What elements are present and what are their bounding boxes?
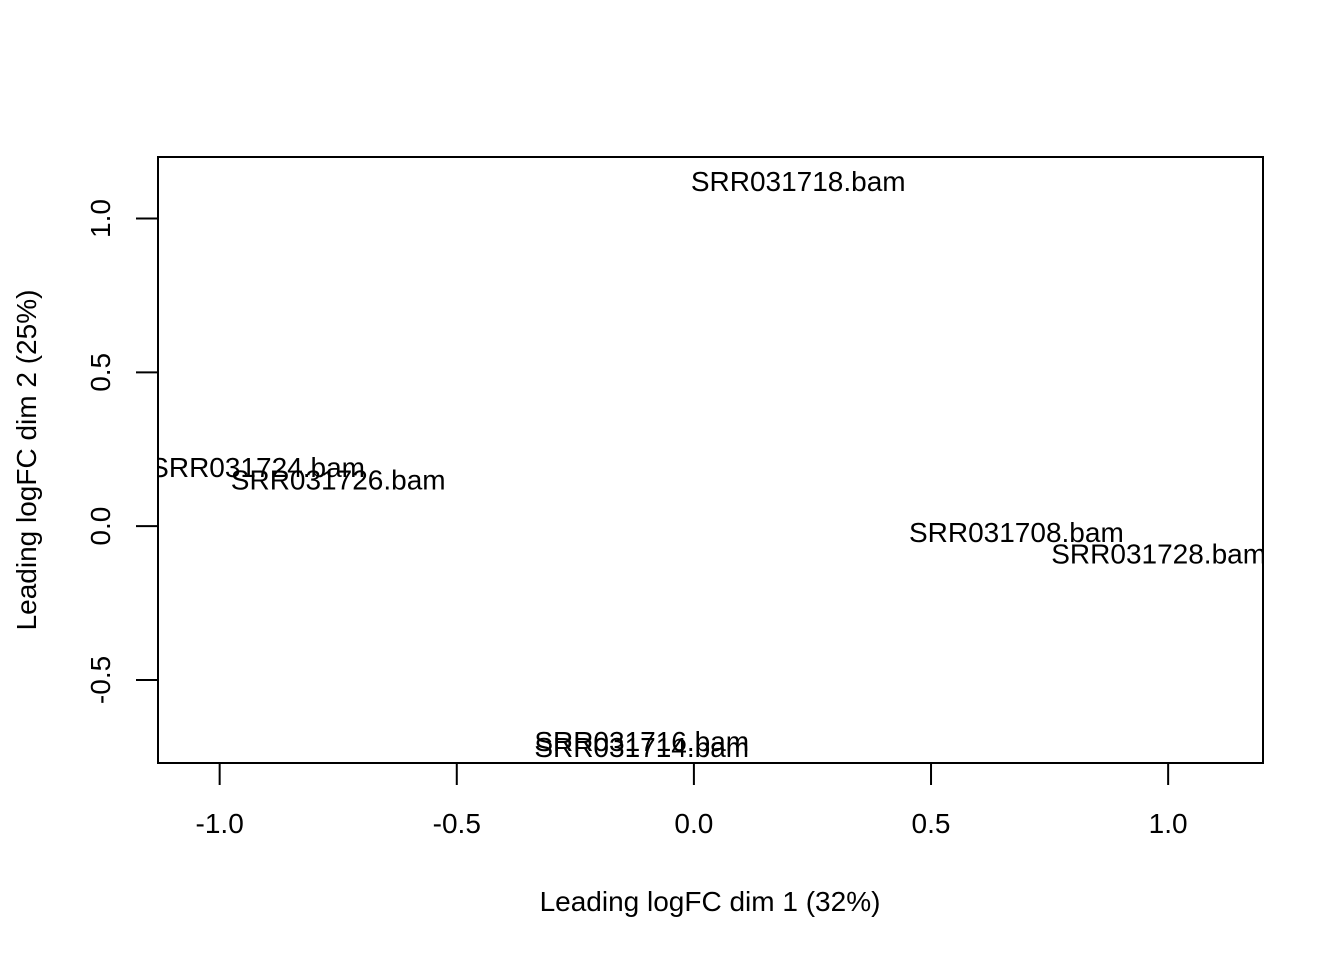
point-label: SRR031714.bam [534, 732, 749, 763]
x-tick-label: 1.0 [1149, 808, 1188, 839]
point-label: SRR031716.bam [534, 726, 749, 757]
x-tick-label: -1.0 [196, 808, 244, 839]
point-label: SRR031718.bam [691, 166, 906, 197]
x-tick-label: 0.5 [912, 808, 951, 839]
point-label: SRR031728.bam [1051, 538, 1266, 569]
y-tick-label: 0.5 [85, 353, 116, 392]
point-label: SRR031726.bam [231, 464, 446, 495]
y-axis: -0.5 0.0 0.5 1.0 [85, 199, 159, 704]
y-tick-label: 1.0 [85, 199, 116, 238]
x-axis: -1.0 -0.5 0.0 0.5 1.0 [196, 762, 1188, 839]
x-tick-label: 0.0 [674, 808, 713, 839]
y-axis-title: Leading logFC dim 2 (25%) [11, 290, 42, 631]
x-axis-title: Leading logFC dim 1 (32%) [540, 886, 881, 917]
y-tick-label: -0.5 [85, 656, 116, 704]
point-label: SRR031724.bam [150, 452, 365, 483]
y-tick-label: 0.0 [85, 507, 116, 546]
point-label: SRR031708.bam [909, 517, 1124, 548]
x-tick-label: -0.5 [433, 808, 481, 839]
